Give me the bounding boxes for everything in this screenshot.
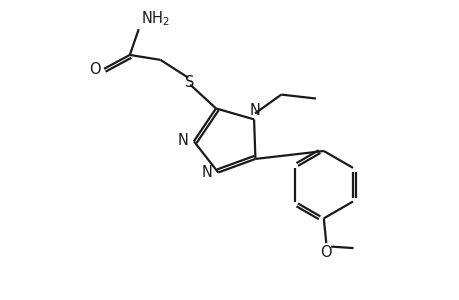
Text: NH$_2$: NH$_2$ — [141, 9, 170, 28]
Text: S: S — [184, 75, 194, 90]
Text: N: N — [249, 103, 259, 118]
Text: N: N — [177, 133, 188, 148]
Text: O: O — [89, 62, 101, 77]
Text: N: N — [202, 166, 213, 181]
Text: O: O — [320, 244, 331, 260]
